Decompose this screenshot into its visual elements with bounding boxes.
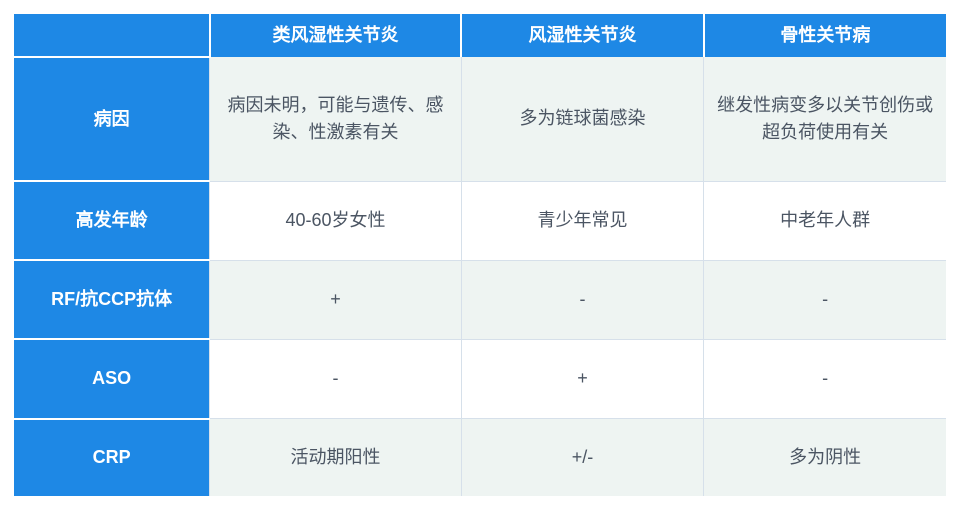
row-label: ASO xyxy=(14,339,210,418)
row-label: 病因 xyxy=(14,57,210,181)
table-cell: - xyxy=(210,339,462,418)
table-header-row: 类风湿性关节炎 风湿性关节炎 骨性关节病 xyxy=(14,14,946,57)
table-row: ASO - + - xyxy=(14,339,946,418)
table-cell: + xyxy=(461,339,703,418)
table-cell: - xyxy=(704,260,946,339)
table-cell: 多为链球菌感染 xyxy=(461,57,703,181)
table-row: 病因 病因未明，可能与遗传、感染、性激素有关 多为链球菌感染 继发性病变多以关节… xyxy=(14,57,946,181)
row-label: 高发年龄 xyxy=(14,181,210,260)
table-cell: 中老年人群 xyxy=(704,181,946,260)
table-cell: 青少年常见 xyxy=(461,181,703,260)
header-cell-ra: 类风湿性关节炎 xyxy=(210,14,462,57)
header-cell-blank xyxy=(14,14,210,57)
table-cell: - xyxy=(461,260,703,339)
comparison-table: 类风湿性关节炎 风湿性关节炎 骨性关节病 病因 病因未明，可能与遗传、感染、性激… xyxy=(14,14,946,496)
table-row: 高发年龄 40-60岁女性 青少年常见 中老年人群 xyxy=(14,181,946,260)
table-row: CRP 活动期阳性 +/- 多为阴性 xyxy=(14,419,946,496)
table-row: RF/抗CCP抗体 + - - xyxy=(14,260,946,339)
table-cell: + xyxy=(210,260,462,339)
table-cell: - xyxy=(704,339,946,418)
row-label: CRP xyxy=(14,419,210,496)
header-cell-oa: 骨性关节病 xyxy=(704,14,946,57)
table-cell: 多为阴性 xyxy=(704,419,946,496)
table-cell: 病因未明，可能与遗传、感染、性激素有关 xyxy=(210,57,462,181)
table-cell: 40-60岁女性 xyxy=(210,181,462,260)
row-label: RF/抗CCP抗体 xyxy=(14,260,210,339)
table-cell: +/- xyxy=(461,419,703,496)
table-cell: 继发性病变多以关节创伤或超负荷使用有关 xyxy=(704,57,946,181)
header-cell-rf: 风湿性关节炎 xyxy=(461,14,703,57)
table-cell: 活动期阳性 xyxy=(210,419,462,496)
